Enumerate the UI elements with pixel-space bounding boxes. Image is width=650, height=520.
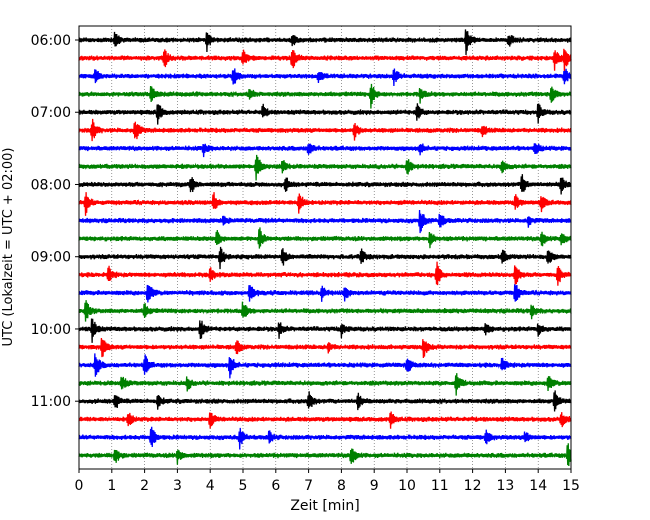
trace-line-0615 [78,48,572,74]
y-tick-label: 07:00 [31,105,71,121]
trace-line-0600 [78,29,572,55]
x-tick-label: 13 [496,478,514,494]
trace-line-0815 [78,192,572,216]
trace-line-1100 [78,390,572,412]
seismic-traces [78,29,572,467]
x-tick-label: 3 [173,478,182,494]
trace-line-1145 [78,443,572,467]
trace-line-1030 [78,353,572,379]
x-tick-label: 7 [304,478,313,494]
x-tick-label: 4 [206,478,215,494]
y-tick-label: 08:00 [31,177,71,193]
trace-line-1130 [78,426,572,450]
plot-frame [78,25,572,470]
x-tick-label: 15 [562,478,580,494]
trace-line-1045 [78,373,572,396]
y-tick-label: 10:00 [31,322,71,338]
x-tick-label: 10 [398,478,416,494]
y-tick-label: 09:00 [31,250,71,266]
trace-line-0730 [78,143,572,158]
x-tick-label: 0 [75,478,84,494]
trace-line-0945 [78,300,572,322]
x-axis-ticks: 0 1 2 3 4 5 6 7 8 9 10 11 12 13 14 15 [75,469,580,494]
x-tick-label: 8 [337,478,346,494]
x-tick-label: 6 [271,478,280,494]
y-tick-label: 11:00 [31,394,71,410]
x-tick-label: 14 [529,478,547,494]
trace-line-0830 [78,209,572,234]
trace-line-0915 [78,261,572,286]
trace-line-0700 [78,103,572,125]
trace-line-1115 [78,411,572,429]
trace-line-0845 [78,227,572,249]
trace-line-0630 [78,68,572,87]
x-tick-label: 1 [107,478,116,494]
x-tick-label: 5 [239,478,248,494]
trace-line-0800 [78,174,572,195]
x-tick-label: 9 [370,478,379,494]
trace-line-1015 [78,338,572,358]
x-tick-label: 12 [464,478,482,494]
trace-line-0900 [78,246,572,270]
y-axis-ticks: 06:00 07:00 08:00 09:00 10:00 11:00 [31,33,79,410]
y-tick-label: 06:00 [31,33,71,49]
x-axis-label: Zeit [min] [290,498,359,514]
y-axis-label: UTC (Lokalzeit = UTC + 02:00) [1,148,16,347]
trace-line-0745 [78,154,572,181]
trace-line-0930 [78,284,572,303]
trace-line-0645 [78,83,572,109]
trace-line-0715 [78,118,572,142]
x-tick-label: 2 [140,478,149,494]
x-tick-label: 11 [431,478,449,494]
trace-line-1000 [78,318,572,343]
